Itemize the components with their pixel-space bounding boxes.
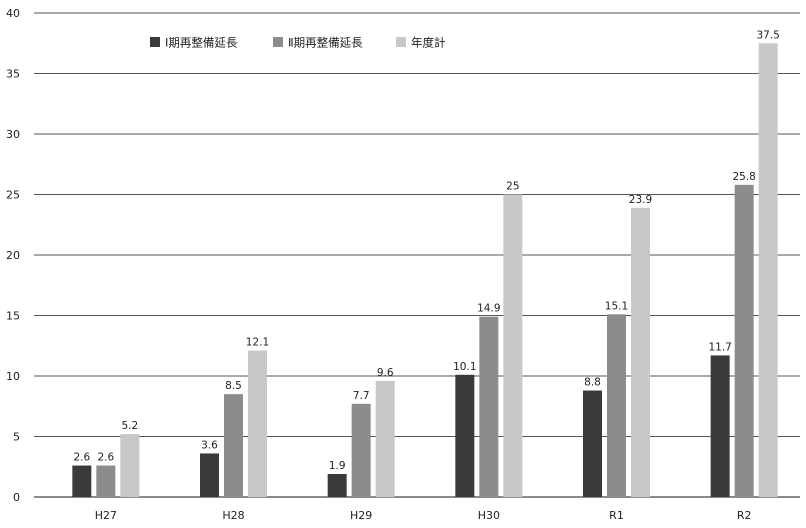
data-label: 15.1 [605,300,628,312]
data-label: 23.9 [629,194,652,206]
bar-H27-series-1 [72,465,92,497]
y-tick-label: 10 [6,370,20,383]
y-tick-label: 0 [13,491,20,504]
data-label: 8.8 [584,377,601,389]
x-axis-category-labels: H27 H28 H29 H30 R1 R2 [95,509,752,522]
legend-label: 年度計 [411,36,446,50]
data-label: 25 [506,181,519,193]
y-tick-label: 40 [6,7,20,20]
bar-H29-series-1 [327,474,347,497]
bar-H28-series-2 [224,394,243,497]
y-tick-label: 25 [6,189,20,202]
bar-H27-series-2 [96,465,116,497]
legend-swatch [150,37,160,47]
data-label: 3.6 [201,439,218,451]
y-tick-label: 15 [6,310,20,323]
data-label: 10.1 [453,361,476,373]
data-label: 9.6 [377,367,394,379]
y-tick-label: 30 [6,128,20,141]
data-label: 2.6 [97,452,114,464]
bar-H29-series-2 [351,403,371,497]
legend-label: Ⅰ期再整備延長 [165,36,238,50]
x-category-label: H29 [350,509,372,522]
bar-H28-series-3 [248,350,267,497]
data-label: 37.5 [756,29,779,41]
gridlines [34,12,800,498]
bar-H30-series-2 [479,316,499,497]
data-label: 14.9 [477,303,500,315]
bar-H30-series-3 [503,194,523,497]
x-category-label: R1 [609,509,624,522]
bar-R1-series-1 [583,390,602,497]
legend-item-1: Ⅰ期再整備延長 [150,36,238,50]
bar-H28-series-1 [200,453,219,497]
data-label: 8.5 [225,380,242,392]
data-label: 5.2 [121,420,138,432]
x-category-label: H30 [478,509,500,522]
bar-H30-series-1 [455,374,475,497]
x-category-label: R2 [737,509,752,522]
bar-R2-series-3 [758,43,778,497]
data-label: 12.1 [246,337,269,349]
y-tick-label: 35 [6,68,20,81]
legend-swatch [273,37,283,47]
bar-R1-series-3 [631,207,650,497]
data-label: 1.9 [329,460,346,472]
legend-item-3: 年度計 [396,36,446,50]
data-label: 2.6 [73,452,90,464]
bar-R2-series-2 [734,184,754,497]
bar-R1-series-2 [607,314,626,497]
legend-swatch [396,37,406,47]
y-axis-tick-labels: 0 5 10 15 20 25 30 35 40 [6,7,20,504]
legend: Ⅰ期再整備延長 Ⅱ期再整備延長 年度計 [150,36,446,50]
y-tick-label: 20 [6,249,20,262]
data-label: 11.7 [708,341,731,353]
bar-H27-series-3 [120,434,140,497]
bar-series-group [72,43,778,497]
x-category-label: H27 [95,509,117,522]
legend-item-2: Ⅱ期再整備延長 [273,36,363,50]
data-label: 25.8 [732,171,755,183]
y-tick-label: 5 [13,431,20,444]
data-labels: 2.6 2.6 5.2 3.6 8.5 12.1 1.9 7.7 9.6 10.1 14.9 25 8.… [73,29,779,472]
legend-label: Ⅱ期再整備延長 [288,36,363,50]
bar-R2-series-1 [710,355,730,497]
x-category-label: H28 [222,509,244,522]
data-label: 7.7 [353,390,370,402]
bar-H29-series-3 [375,380,395,497]
